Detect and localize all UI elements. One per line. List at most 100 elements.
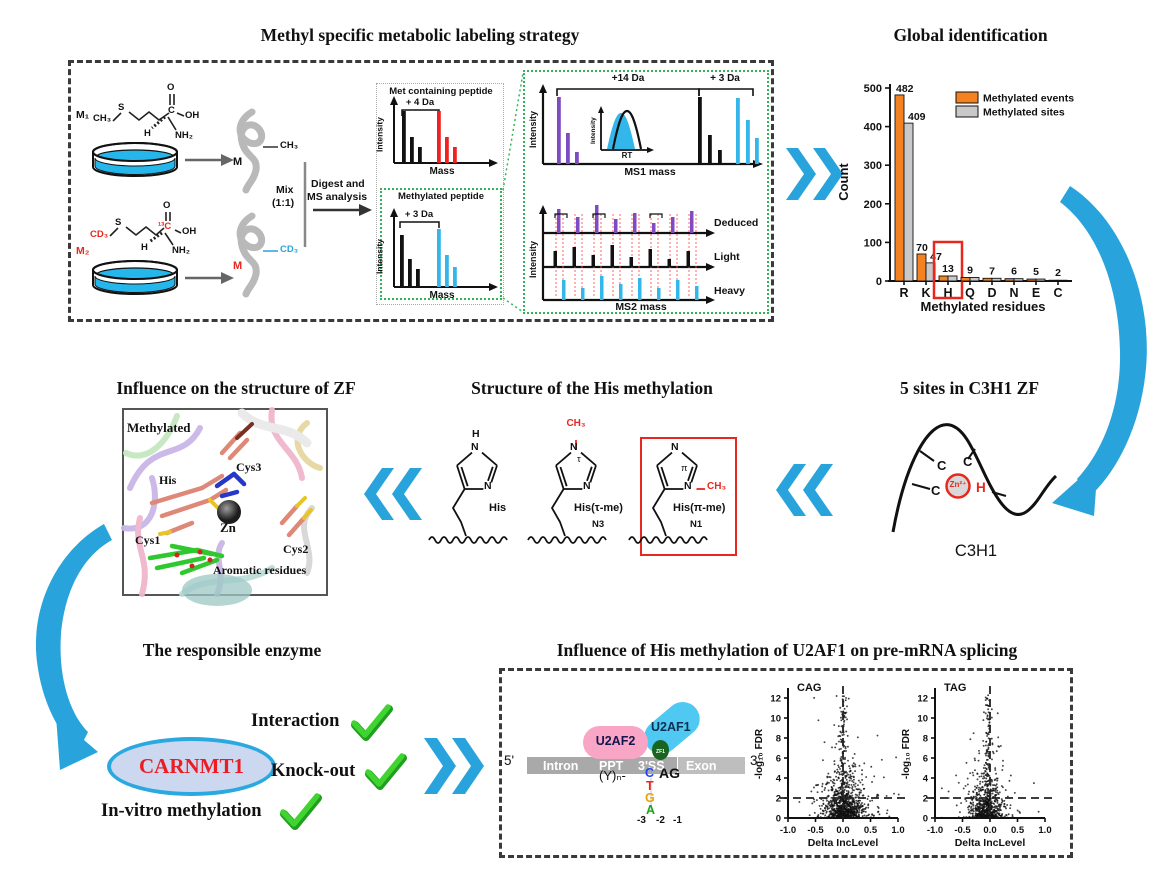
nt-g: G [645,791,655,805]
check-label-invitro: In-vitro methylation [101,801,262,821]
mol1-ch3: CH₃ [93,113,112,124]
spec2-ylabel: Intensity [374,239,385,275]
exon-label: Exon [686,759,717,773]
check-label-knockout: Knock-out [271,761,356,781]
svg-text:N: N [1009,286,1018,300]
flow-chevrons-left-mid1-icon [364,468,422,520]
svg-text:2: 2 [923,794,928,805]
svg-text:D: D [987,286,996,300]
yn-label: (Y)ₙ- [599,768,626,783]
ms1-delta3: + 3 Da [710,73,740,84]
spec2-title: Methylated peptide [397,191,485,202]
svg-text:Methylated events: Methylated events [983,93,1074,105]
c3h1-finger [891,423,1058,533]
svg-text:300: 300 [864,160,882,172]
spec1-ylabel: Intensity [374,117,385,153]
exon-bar [678,757,745,774]
ms-zoom-box [523,70,769,314]
flow-chevrons-right-bottom-icon [424,738,484,794]
svg-text:-1.0: -1.0 [780,825,796,836]
u2af1-label: U2AF1 [651,720,691,734]
three-prime: 3' [750,753,761,768]
his-title: Structure of the His methylation [471,378,713,398]
r1-n-top: N [471,441,479,453]
r3-n-top: N [671,441,679,453]
c3h1-c1: C [937,458,947,473]
svg-text:47: 47 [930,251,942,263]
svg-text:9: 9 [967,265,973,277]
svg-text:0.0: 0.0 [836,825,849,836]
methylated-peptide-box [380,188,502,300]
global-identification-bar-chart: 0 100 200 300 400 500 Count Methylated residues… [836,83,1074,314]
r3-pos: N1 [690,519,703,530]
svg-text:500: 500 [864,83,882,95]
svg-text:6: 6 [1011,266,1017,278]
svg-text:0.0: 0.0 [983,825,996,836]
svg-text:-0.5: -0.5 [954,825,971,836]
spec2-delta: + 3 Da [404,209,434,220]
ms2-ylabel: Intensity [528,240,538,278]
mol1-h: H [144,128,151,139]
pos-minus1: -1 [673,815,682,826]
protein2-m: M [233,260,243,272]
c3h1-title: 5 sites in C3H1 ZF [899,378,1040,398]
svg-text:Count: Count [836,163,851,201]
ms1-inset-ylabel: Intensity [590,117,597,145]
svg-text:12: 12 [917,694,928,705]
c3h1-h: H [976,480,986,495]
ms2-row-deduced: Deduced [714,217,759,229]
svg-text:0.5: 0.5 [1011,825,1025,836]
svg-text:409: 409 [908,111,926,123]
r3-pi: π [681,463,688,474]
cag-volcano-scatter: 0 2 4 6 8 10 12 -1.0 -0.5 0.0 0.5 1.0 CAG -log₁₀ FDR D… [754,682,906,849]
splicing-panel-border [499,668,1073,858]
r2-pos: N3 [592,519,605,530]
zf1-domain: ZF1 [652,740,669,760]
check-label-interaction: Interaction [251,711,340,731]
nt-t: T [646,779,654,793]
svg-text:6: 6 [923,754,928,765]
carnmt1-ellipse: CARNMT1 [107,737,276,796]
u2af2-blob [583,726,648,759]
m1-label: M₁ [76,109,90,121]
mol2-o: O [163,200,171,211]
intron-bar [527,757,677,774]
svg-text:100: 100 [864,237,882,249]
enzyme-title: The responsible enzyme [142,640,322,660]
mol2-oh: OH [182,226,197,237]
svg-text:400: 400 [864,122,882,134]
nt-c: C [645,766,655,780]
five-prime: 5' [504,753,515,768]
ms2-row-light: Light [714,251,740,263]
mol1-s: S [118,102,125,113]
pos-minus3: -3 [637,815,646,826]
global-id-title: Global identification [893,25,1048,45]
svg-text:CAG: CAG [797,682,821,694]
pos-minus2: -2 [656,815,665,826]
svg-text:13: 13 [942,263,954,275]
c3h1-c2: C [963,454,973,469]
zf-label-cys2: Cys2 [283,542,309,556]
r3-ch3: CH₃ [707,481,727,492]
mix-line1: Mix [276,184,294,196]
c3h1-c3: C [931,483,941,498]
svg-text:-log₁₀ FDR: -log₁₀ FDR [754,728,765,779]
svg-text:10: 10 [917,714,928,725]
svg-text:E: E [1032,286,1040,300]
svg-text:H: H [943,286,952,300]
labeling-title: Methyl specific metabolic labeling strat… [260,25,580,45]
svg-text:5: 5 [1033,266,1039,278]
svg-text:8: 8 [923,734,928,745]
r1-h: H [472,428,480,440]
mini-spectra-box [376,83,504,305]
svg-text:0: 0 [876,276,882,288]
mol2-s: S [115,217,122,228]
mol1-oh: OH [185,110,200,121]
ppt-label: PPT [599,759,624,773]
svg-text:1.0: 1.0 [1038,825,1051,836]
svg-text:-1.0: -1.0 [927,825,943,836]
digest-line1: Digest and [311,178,365,190]
mol2-c13: ¹³C [158,221,172,232]
svg-text:C: C [1053,286,1062,300]
splicing-title: Influence of His methylation of U2AF1 on… [556,640,1018,660]
